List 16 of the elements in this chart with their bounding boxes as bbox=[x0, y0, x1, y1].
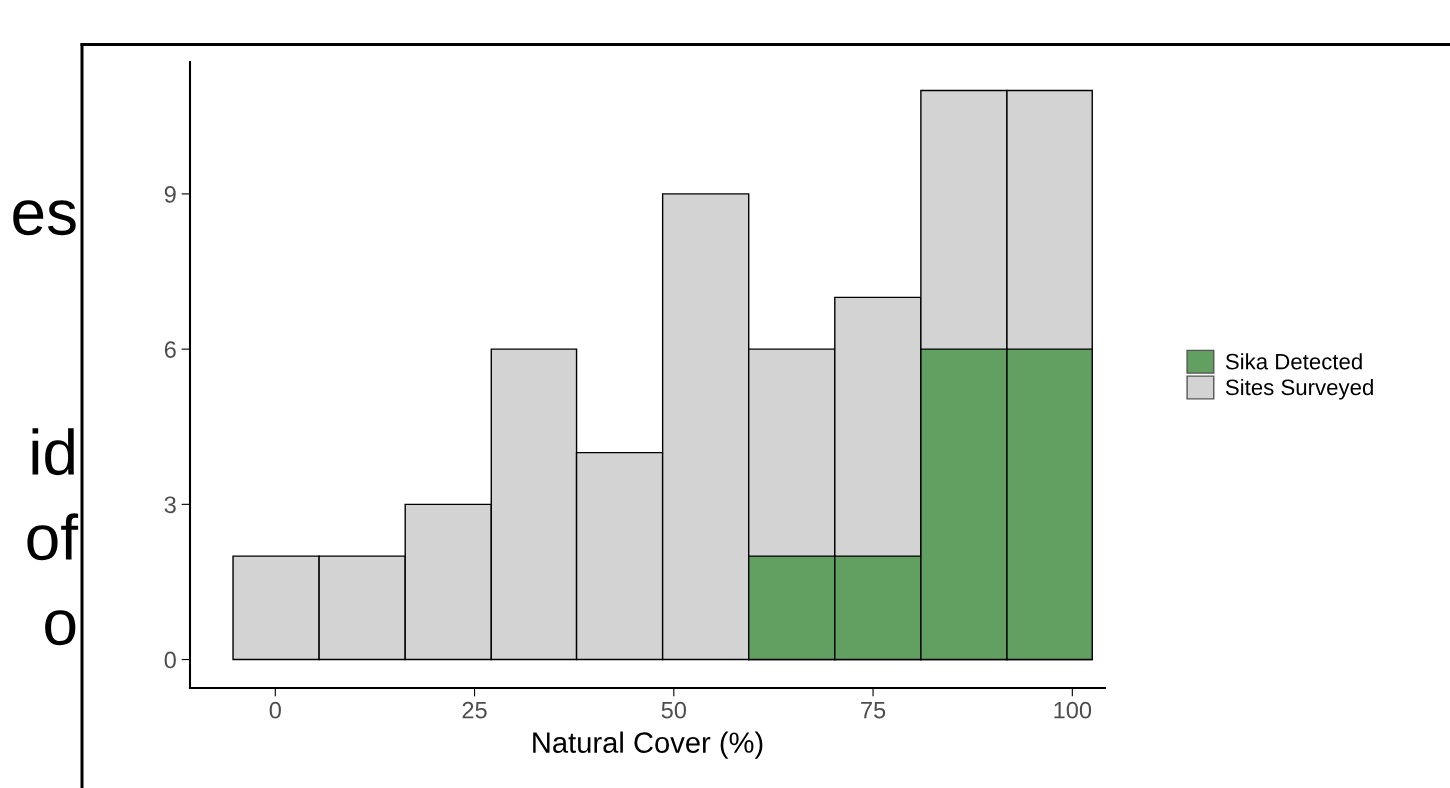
text: of bbox=[27, 513, 79, 561]
legend-label: Sika Detected bbox=[1225, 353, 1362, 370]
x-tick-label: 25 bbox=[462, 701, 487, 719]
x-tick-label: 100 bbox=[1054, 701, 1092, 719]
y-tick-label: 0 bbox=[164, 651, 176, 669]
x-tick-label: 50 bbox=[661, 701, 687, 719]
y-tick-label: 3 bbox=[164, 496, 176, 514]
x-axis-title: Natural Cover (%) bbox=[533, 731, 763, 759]
text: o bbox=[45, 610, 76, 646]
text: id bbox=[32, 428, 74, 476]
x-tick-label: 75 bbox=[861, 702, 886, 719]
y-tick-label: 6 bbox=[164, 341, 176, 358]
legend-label: Sites Surveyed bbox=[1225, 378, 1373, 400]
text: es bbox=[13, 200, 76, 236]
y-tick-label: 9 bbox=[164, 185, 176, 203]
x-tick-label: 0 bbox=[269, 701, 281, 719]
